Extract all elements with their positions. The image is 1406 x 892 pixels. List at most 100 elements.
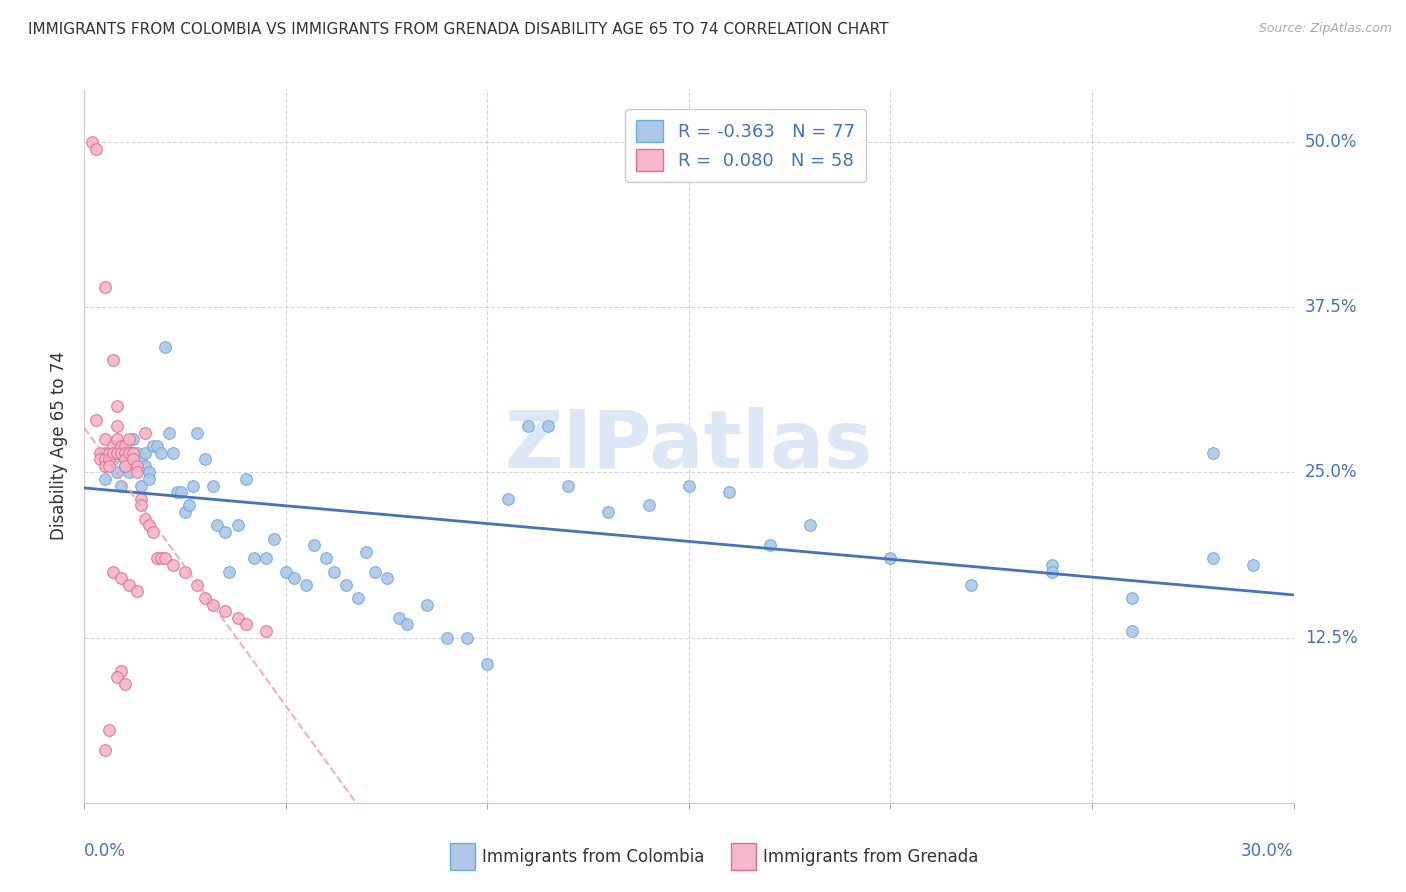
Text: IMMIGRANTS FROM COLOMBIA VS IMMIGRANTS FROM GRENADA DISABILITY AGE 65 TO 74 CORR: IMMIGRANTS FROM COLOMBIA VS IMMIGRANTS F… [28, 22, 889, 37]
Point [101, 565, 124, 579]
Point [166, 485, 188, 500]
Point [347, 591, 370, 605]
Point [82, 135, 104, 149]
Point [121, 452, 143, 467]
Point [110, 664, 132, 678]
Text: 50.0%: 50.0% [1305, 133, 1357, 151]
Point [114, 677, 136, 691]
Point [118, 445, 141, 459]
Point [436, 631, 458, 645]
Point [302, 538, 325, 552]
Point [101, 353, 124, 368]
Point [356, 545, 378, 559]
Point [335, 578, 357, 592]
Point [125, 458, 148, 473]
Point [153, 340, 176, 354]
Point [93, 433, 115, 447]
Legend: R = -0.363   N = 77, R =  0.080   N = 58: R = -0.363 N = 77, R = 0.080 N = 58 [626, 109, 866, 182]
Point [181, 478, 204, 492]
Point [254, 624, 277, 638]
Point [516, 419, 538, 434]
Point [129, 499, 152, 513]
Point [93, 743, 115, 757]
Point [101, 439, 124, 453]
Point [375, 571, 398, 585]
Point [1202, 551, 1225, 566]
Point [395, 617, 418, 632]
Point [637, 499, 659, 513]
Point [105, 400, 128, 414]
Point [114, 445, 136, 459]
Point [170, 485, 193, 500]
Point [146, 551, 169, 566]
Point [1202, 445, 1225, 459]
Point [129, 478, 152, 492]
Point [194, 591, 217, 605]
Point [598, 505, 620, 519]
Point [157, 425, 180, 440]
Text: 25.0%: 25.0% [1305, 464, 1357, 482]
Point [283, 571, 305, 585]
Point [218, 565, 240, 579]
Point [718, 485, 741, 500]
Point [799, 518, 821, 533]
Point [149, 445, 172, 459]
Point [93, 445, 115, 459]
Point [114, 458, 136, 473]
Point [1040, 565, 1063, 579]
Point [121, 445, 143, 459]
Point [153, 551, 176, 566]
Point [274, 565, 297, 579]
Point [110, 571, 132, 585]
Point [105, 670, 128, 684]
Point [121, 445, 143, 459]
Point [138, 466, 160, 480]
Point [129, 491, 152, 506]
Point [129, 452, 152, 467]
Point [93, 280, 115, 294]
Point [138, 472, 160, 486]
Point [758, 538, 780, 552]
Point [235, 472, 257, 486]
Text: Immigrants from Colombia: Immigrants from Colombia [482, 848, 704, 866]
Point [226, 611, 249, 625]
Point [242, 551, 264, 566]
Point [86, 142, 108, 156]
Point [105, 419, 128, 434]
Point [118, 578, 141, 592]
Point [97, 445, 120, 459]
Point [93, 452, 115, 467]
Point [254, 551, 277, 566]
Point [186, 578, 208, 592]
Point [118, 452, 141, 467]
Point [93, 458, 115, 473]
Point [315, 551, 337, 566]
Point [89, 452, 111, 467]
Point [477, 657, 499, 671]
Point [125, 584, 148, 599]
Point [416, 598, 439, 612]
Point [202, 598, 225, 612]
Point [207, 518, 229, 533]
Point [1121, 591, 1143, 605]
Point [456, 631, 478, 645]
Point [110, 478, 132, 492]
Point [678, 478, 700, 492]
Point [1241, 558, 1264, 572]
Point [89, 445, 111, 459]
Text: Immigrants from Grenada: Immigrants from Grenada [763, 848, 979, 866]
Point [537, 419, 560, 434]
Point [138, 518, 160, 533]
Point [142, 524, 165, 539]
Point [363, 565, 385, 579]
Text: 30.0%: 30.0% [1241, 842, 1294, 860]
Point [263, 532, 285, 546]
Point [97, 458, 120, 473]
Point [179, 499, 201, 513]
Point [101, 445, 124, 459]
Point [174, 505, 197, 519]
Point [202, 478, 225, 492]
Text: 0.0%: 0.0% [84, 842, 127, 860]
Point [114, 452, 136, 467]
Point [97, 452, 120, 467]
